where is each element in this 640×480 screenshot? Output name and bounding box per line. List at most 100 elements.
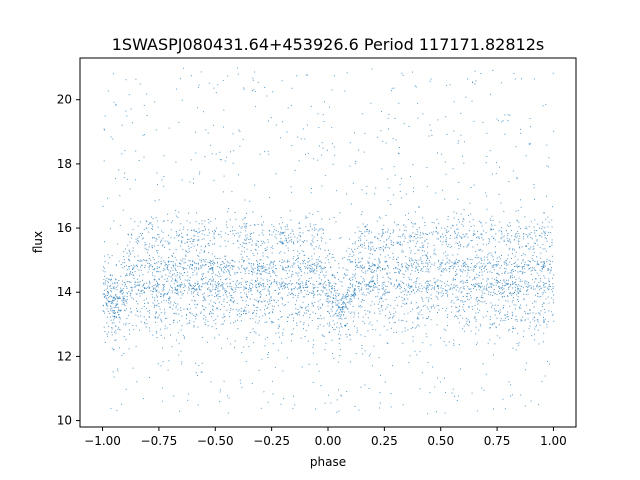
data-point: [200, 265, 202, 267]
data-point: [194, 269, 196, 271]
data-point: [165, 281, 167, 283]
data-point: [326, 298, 328, 300]
data-point: [498, 241, 500, 243]
data-point: [260, 284, 262, 285]
data-point: [514, 255, 516, 257]
data-point: [149, 330, 151, 332]
data-point: [157, 183, 158, 185]
data-point: [386, 260, 388, 262]
data-point: [226, 302, 228, 303]
data-point: [415, 233, 417, 235]
data-point: [410, 286, 412, 287]
data-point: [148, 280, 150, 282]
data-point: [114, 339, 116, 341]
data-point: [370, 280, 372, 282]
data-point: [409, 237, 411, 239]
data-point: [200, 245, 202, 247]
data-point: [402, 251, 404, 253]
data-point: [173, 273, 175, 275]
data-point: [348, 238, 350, 240]
data-point: [299, 311, 301, 313]
data-point: [177, 303, 179, 305]
data-point: [482, 122, 484, 123]
data-point: [321, 334, 323, 336]
data-point: [308, 363, 310, 365]
data-point: [161, 179, 163, 181]
data-point: [123, 336, 125, 338]
data-point: [456, 284, 458, 286]
data-point: [511, 264, 513, 265]
data-point: [547, 216, 549, 218]
data-point: [241, 297, 243, 299]
data-point: [223, 263, 225, 264]
data-point: [426, 306, 428, 308]
data-point: [202, 273, 204, 275]
data-point: [311, 243, 313, 245]
data-point: [328, 295, 330, 297]
data-point: [165, 317, 167, 319]
data-point: [387, 117, 389, 119]
data-point: [368, 230, 370, 232]
data-point: [316, 281, 318, 282]
data-point: [243, 309, 245, 311]
data-point: [519, 281, 521, 283]
data-point: [352, 243, 354, 245]
data-point: [245, 282, 247, 283]
data-point: [412, 340, 414, 342]
data-point: [282, 370, 284, 372]
data-point: [489, 239, 490, 241]
data-point: [383, 241, 385, 243]
data-point: [157, 250, 159, 251]
data-point: [543, 302, 545, 304]
data-point: [450, 266, 452, 268]
data-point: [129, 266, 130, 268]
data-point: [283, 285, 285, 287]
data-point: [294, 286, 296, 288]
data-point: [116, 410, 118, 412]
data-point: [218, 290, 220, 292]
data-point: [453, 217, 455, 219]
data-point: [431, 221, 433, 223]
data-point: [468, 325, 470, 327]
data-point: [535, 278, 537, 280]
data-point: [204, 226, 205, 228]
data-point: [491, 265, 493, 267]
data-point: [141, 234, 142, 236]
data-point: [319, 145, 320, 147]
data-point: [482, 278, 484, 280]
data-point: [460, 300, 462, 302]
data-point: [340, 316, 342, 318]
data-point: [198, 262, 199, 264]
data-point: [285, 277, 287, 279]
data-point: [358, 290, 360, 292]
data-point: [224, 290, 226, 292]
data-point: [392, 365, 394, 367]
data-point: [141, 307, 143, 309]
data-point: [283, 261, 285, 263]
data-point: [522, 271, 524, 273]
data-point: [471, 284, 472, 286]
data-point: [156, 250, 157, 252]
data-point: [436, 218, 438, 220]
data-point: [305, 282, 307, 284]
data-point: [262, 289, 264, 291]
data-point: [328, 261, 330, 263]
data-point: [514, 327, 516, 329]
data-point: [538, 227, 540, 229]
data-point: [504, 291, 505, 293]
data-point: [202, 277, 204, 279]
data-point: [299, 227, 301, 229]
data-point: [547, 361, 548, 362]
data-point: [213, 278, 215, 280]
data-point: [429, 80, 431, 82]
data-point: [299, 239, 301, 241]
data-point: [130, 292, 132, 294]
data-point: [310, 192, 312, 194]
data-point: [240, 253, 242, 255]
data-point: [135, 346, 137, 347]
data-point: [448, 285, 450, 287]
data-point: [287, 316, 289, 318]
data-point: [456, 228, 458, 230]
data-point: [401, 264, 402, 266]
data-point: [529, 321, 531, 323]
